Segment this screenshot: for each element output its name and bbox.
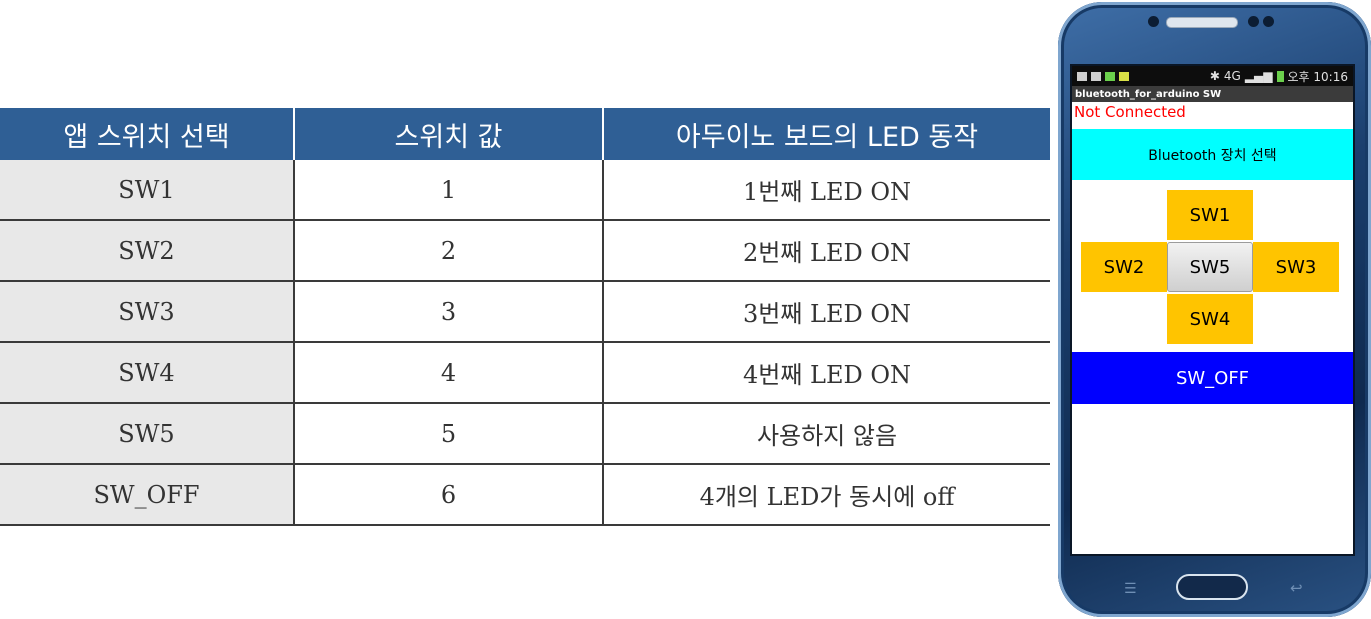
header-app-switch: 앱 스위치 선택	[0, 108, 295, 160]
cell-switch: SW2	[0, 221, 295, 280]
mail-icon	[1091, 71, 1101, 81]
cell-action: 1번째 LED ON	[742, 178, 912, 206]
cell-action: 4번째 LED ON	[742, 361, 912, 389]
sw2-button[interactable]: SW2	[1081, 242, 1167, 292]
front-camera	[1248, 16, 1259, 27]
signal-icon: ▂▄▆	[1244, 69, 1273, 83]
battery-icon	[1276, 70, 1284, 82]
sw4-button[interactable]: SW4	[1167, 294, 1253, 344]
cell-switch: SW_OFF	[0, 465, 295, 524]
cell-value: 2	[295, 221, 604, 280]
switch-mapping-table: 앱 스위치 선택 스위치 값 아두이노 보드의 LED 동작 SW1 1 1번째…	[0, 108, 1050, 526]
cell-action: 2번째 LED ON	[742, 239, 912, 267]
table-row: SW4 4 4번째 LED ON	[0, 343, 1050, 404]
chat-icon	[1119, 71, 1129, 81]
cell-switch: SW4	[0, 343, 295, 402]
cell-value: 3	[295, 282, 604, 341]
phone-screen: ✱ 4G ▂▄▆ 오후 10:16 bluetooth_for_arduino …	[1072, 66, 1353, 554]
header-led-action: 아두이노 보드의 LED 동작	[675, 121, 979, 153]
table-row: SW3 3 3번째 LED ON	[0, 282, 1050, 343]
cell-value: 6	[295, 465, 604, 524]
back-key-icon[interactable]: ↩	[1290, 579, 1303, 597]
menu-key-icon[interactable]: ☰	[1124, 581, 1137, 597]
notification-icon	[1077, 71, 1087, 81]
clock: 오후 10:16	[1287, 69, 1348, 84]
cell-value: 4	[295, 343, 604, 402]
sw5-button[interactable]: SW5	[1167, 242, 1253, 292]
cell-switch: SW5	[0, 404, 295, 463]
table-row: SW_OFF 6 4개의 LED가 동시에 off	[0, 465, 1050, 526]
cell-switch: SW3	[0, 282, 295, 341]
table-row: SW5 5 사용하지 않음	[0, 404, 1050, 465]
home-button[interactable]	[1176, 574, 1248, 600]
cell-switch: SW1	[0, 160, 295, 219]
bluetooth-select-button[interactable]: Bluetooth 장치 선택	[1072, 129, 1353, 180]
status-bar: ✱ 4G ▂▄▆ 오후 10:16	[1072, 66, 1353, 86]
sensor-dot	[1148, 16, 1159, 27]
table-row: SW1 1 1번째 LED ON	[0, 160, 1050, 221]
sw3-button[interactable]: SW3	[1253, 242, 1339, 292]
app-notification-icon	[1105, 71, 1115, 81]
table-row: SW2 2 2번째 LED ON	[0, 221, 1050, 282]
cell-action: 4개의 LED가 동시에 off	[699, 483, 955, 511]
cell-action: 사용하지 않음	[756, 422, 898, 450]
sw-off-button[interactable]: SW_OFF	[1072, 352, 1353, 404]
phone-frame: ✱ 4G ▂▄▆ 오후 10:16 bluetooth_for_arduino …	[1058, 2, 1371, 617]
cell-value: 1	[295, 160, 604, 219]
network-type: 4G	[1223, 69, 1241, 83]
connection-status: Not Connected	[1074, 103, 1186, 121]
sw1-button[interactable]: SW1	[1167, 190, 1253, 240]
table-header: 앱 스위치 선택 스위치 값 아두이노 보드의 LED 동작	[0, 108, 1050, 160]
speaker-grille	[1166, 17, 1238, 28]
app-title: bluetooth_for_arduino SW	[1072, 86, 1353, 102]
cell-action: 3번째 LED ON	[742, 300, 912, 328]
sensor-dot	[1263, 16, 1274, 27]
cell-value: 5	[295, 404, 604, 463]
header-switch-value: 스위치 값	[295, 108, 604, 160]
bluetooth-icon: ✱	[1209, 69, 1220, 83]
